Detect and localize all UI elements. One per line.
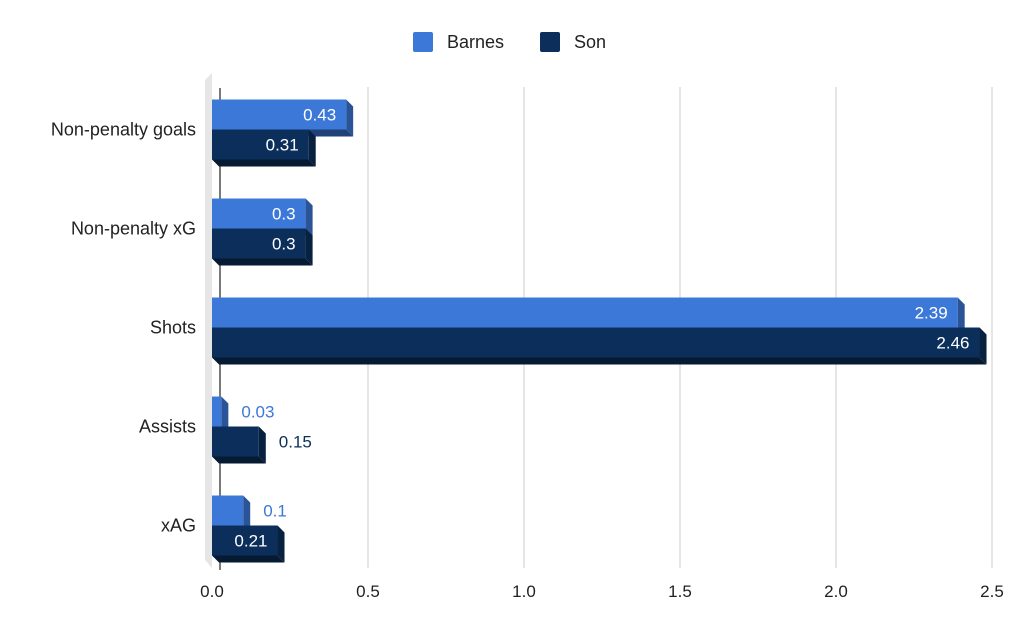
axis-depth-wall bbox=[205, 73, 212, 568]
bar-son bbox=[212, 327, 980, 358]
bar-side-barnes bbox=[957, 297, 965, 335]
bar-side-son bbox=[979, 327, 987, 365]
category-label: Non-penalty xG bbox=[71, 219, 196, 239]
bar-barnes bbox=[212, 198, 306, 229]
bar-side-barnes bbox=[346, 99, 354, 137]
data-label-barnes: 0.3 bbox=[272, 205, 296, 224]
category-label: Non-penalty goals bbox=[51, 120, 196, 140]
bar-side-son bbox=[258, 426, 266, 464]
data-label-barnes: 0.43 bbox=[303, 106, 336, 125]
category-label: Assists bbox=[139, 417, 196, 437]
x-tick-label: 0.5 bbox=[356, 582, 380, 601]
bar-barnes bbox=[212, 297, 958, 328]
bars bbox=[212, 99, 987, 563]
data-label-son: 0.15 bbox=[279, 433, 312, 452]
data-label-son: 2.46 bbox=[936, 334, 969, 353]
bar-bottom-son bbox=[212, 555, 285, 563]
bar-barnes bbox=[212, 396, 222, 427]
bar-barnes bbox=[212, 495, 244, 526]
axis: 0.0 0.5 1.0 1.5 2.0 2.5 bbox=[200, 73, 1004, 601]
bar-son bbox=[212, 426, 259, 457]
bar-bottom-son bbox=[212, 159, 316, 167]
bar-side-son bbox=[277, 525, 285, 563]
x-tick-label: 1.0 bbox=[512, 582, 536, 601]
data-label-barnes: 2.39 bbox=[915, 304, 948, 323]
bar-son bbox=[212, 228, 306, 259]
x-tick-label: 1.5 bbox=[668, 582, 692, 601]
bar-barnes bbox=[212, 99, 347, 130]
legend-swatch-son bbox=[540, 32, 560, 52]
legend-swatch-barnes bbox=[413, 32, 433, 52]
data-label-son: 0.31 bbox=[266, 136, 299, 155]
bar-son bbox=[212, 525, 278, 556]
bar-side-son bbox=[308, 129, 316, 167]
category-label: xAG bbox=[161, 516, 196, 536]
bar-side-son bbox=[305, 228, 313, 266]
x-tick-label: 0.0 bbox=[200, 582, 224, 601]
bar-bottom-son bbox=[212, 357, 987, 365]
category-label: Shots bbox=[150, 318, 196, 338]
legend-label-son: Son bbox=[574, 32, 606, 52]
x-tick-label: 2.5 bbox=[980, 582, 1004, 601]
bar-side-barnes bbox=[221, 396, 229, 434]
x-tick-label: 2.0 bbox=[824, 582, 848, 601]
data-label-son: 0.21 bbox=[234, 532, 267, 551]
data-label-barnes: 0.1 bbox=[263, 502, 287, 521]
bar-side-barnes bbox=[243, 495, 251, 533]
data-label-son: 0.3 bbox=[272, 235, 296, 254]
legend-label-barnes: Barnes bbox=[447, 32, 504, 52]
bar-bottom-son bbox=[212, 456, 266, 464]
bar-side-barnes bbox=[305, 198, 313, 236]
labels: Non-penalty goals 0.430.31 Non-penalty xG 0… bbox=[51, 106, 970, 551]
legend: Barnes Son bbox=[413, 32, 606, 52]
bar-bottom-son bbox=[212, 258, 313, 266]
bar-son bbox=[212, 129, 309, 160]
data-label-barnes: 0.03 bbox=[241, 403, 274, 422]
